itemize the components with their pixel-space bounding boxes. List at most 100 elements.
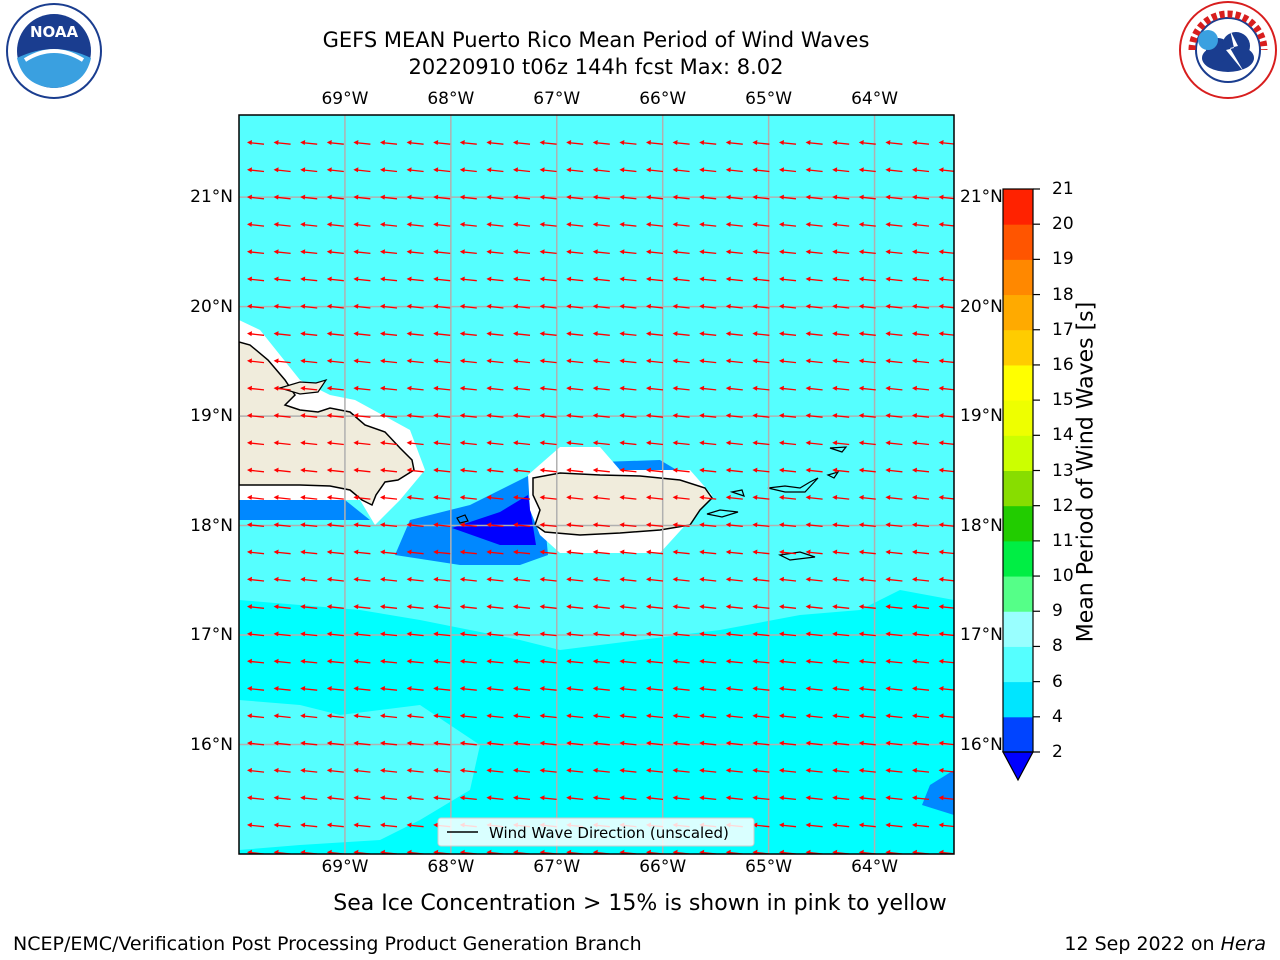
wave-arrow (619, 795, 637, 801)
wave-arrow (885, 440, 903, 446)
wave-arrow (752, 194, 770, 200)
wave-arrow (326, 276, 344, 282)
tick-label: 17°N (960, 625, 1003, 646)
wave-arrow (779, 358, 797, 364)
wave-arrow (885, 822, 903, 828)
wave-arrow (779, 167, 797, 173)
tick-label: 64°W (851, 89, 899, 109)
wave-arrow (300, 358, 318, 364)
wave-arrow (619, 631, 637, 637)
wave-arrow (566, 467, 584, 473)
wave-arrow (752, 631, 770, 637)
wave-arrow (938, 440, 954, 446)
culebra-island (729, 489, 745, 497)
wave-arrow (646, 358, 664, 364)
wave-arrow (406, 413, 424, 418)
wave-arrow (779, 631, 797, 637)
wave-arrow (592, 604, 610, 610)
wave-arrow (885, 331, 903, 337)
wave-arrow (566, 167, 584, 173)
wave-arrow (592, 249, 610, 255)
wave-arrow (646, 331, 664, 337)
wave-arrow (592, 331, 610, 337)
wave-arrow (300, 604, 318, 610)
wave-arrow (459, 467, 477, 473)
period-4-6-west (239, 500, 370, 520)
wave-arrow (380, 822, 398, 828)
wave-arrow (672, 167, 690, 173)
wave-arrow (566, 331, 584, 337)
wave-arrow (300, 740, 318, 746)
wave-arrow (247, 604, 265, 610)
wave-arrow (752, 413, 770, 418)
wave-arrow (938, 413, 954, 418)
colorbar (1001, 188, 1040, 782)
wave-arrow (247, 631, 265, 637)
wave-arrow (646, 494, 664, 500)
wave-arrow (513, 795, 531, 801)
wave-arrow (938, 385, 954, 391)
colorbar-segment (1003, 540, 1033, 577)
wave-arrow (273, 385, 291, 391)
wave-arrow (699, 194, 717, 200)
wave-arrow (433, 686, 451, 691)
wave-arrow (353, 221, 371, 227)
wave-arrow (672, 440, 690, 446)
wave-arrow (300, 331, 318, 337)
wave-arrow (699, 604, 717, 610)
wave-arrow (725, 631, 743, 637)
wave-arrow (832, 276, 850, 282)
wave-arrow (486, 576, 504, 582)
wave-arrow (725, 658, 743, 664)
tick-label: 2 (1052, 742, 1063, 762)
wave-arrow (539, 767, 557, 773)
tick-label: 15 (1052, 390, 1074, 411)
wave-arrow (353, 686, 371, 691)
wave-arrow (699, 631, 717, 637)
wave-arrow (779, 276, 797, 282)
wave-arrow (300, 467, 318, 473)
tick-label: 14 (1052, 425, 1074, 446)
wave-arrow (539, 140, 557, 145)
wave-arrow (566, 440, 584, 446)
wave-arrow (273, 686, 291, 691)
wave-arrow (832, 221, 850, 227)
wave-arrow (672, 522, 690, 528)
wave-arrow (433, 576, 451, 582)
wave-arrow (459, 576, 477, 582)
wave-arrow (247, 767, 265, 773)
wave-arrow (406, 167, 424, 173)
wave-arrow (592, 413, 610, 418)
wave-arrow (513, 494, 531, 500)
wave-arrow (326, 440, 344, 446)
wave-arrow (406, 658, 424, 664)
wave-arrow (672, 604, 690, 610)
wave-arrow (832, 467, 850, 473)
tick-label: 21 (1052, 179, 1074, 199)
wave-arrow (406, 522, 424, 528)
wave-arrow (752, 167, 770, 173)
wave-arrow (513, 522, 531, 528)
wave-arrow (380, 631, 398, 637)
wave-arrow (247, 440, 265, 446)
wave-arrow (805, 686, 823, 691)
wave-arrow (699, 713, 717, 719)
wave-arrow (433, 413, 451, 418)
wave-arrow (566, 276, 584, 282)
wave-arrow (938, 276, 954, 282)
wave-arrow (725, 276, 743, 282)
wave-arrow (353, 658, 371, 664)
wave-arrow (832, 713, 850, 719)
wave-arrow (353, 194, 371, 200)
wave-arrow (353, 795, 371, 801)
wave-arrow (486, 740, 504, 746)
footer-left: NCEP/EMC/Verification Post Processing Pr… (13, 933, 642, 955)
noaa-logo-text: NOAA (30, 23, 79, 41)
wave-arrow (672, 276, 690, 282)
wave-arrow (433, 167, 451, 173)
wave-arrow (725, 440, 743, 446)
wave-arrow (539, 385, 557, 391)
wave-arrow (433, 795, 451, 801)
tick-label: 16°N (190, 734, 233, 755)
